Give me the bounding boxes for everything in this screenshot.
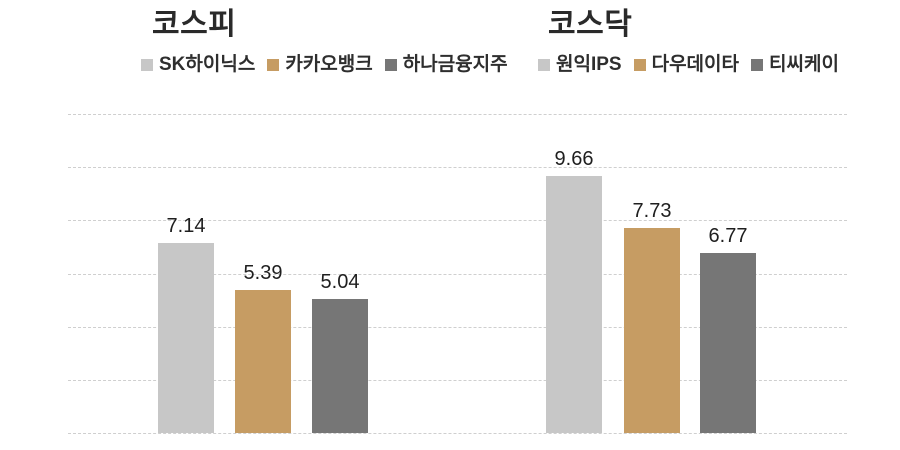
bar-value-label: 5.04: [320, 271, 360, 294]
legend-label: 티씨케이: [769, 54, 839, 75]
legend-item-카카오뱅크: 카카오뱅크: [267, 53, 373, 77]
bar-티씨케이: [700, 253, 756, 433]
legend-label: SK하이닉스: [159, 54, 256, 75]
bar-value-label: 9.66: [554, 148, 594, 171]
legend-item-SK하이닉스: SK하이닉스: [141, 53, 255, 77]
legend-swatch-icon: [267, 59, 280, 71]
kosdaq-title: 코스닥: [548, 8, 633, 41]
bar-SK하이닉스: [158, 243, 214, 433]
legend-swatch-icon: [384, 59, 397, 71]
legend-label: 원익IPS: [556, 54, 622, 75]
kosdaq-legend: 원익IPS 다우데이타 티씨케이: [538, 53, 839, 77]
legend-item-원익IPS: 원익IPS: [538, 53, 622, 77]
gridline: [68, 220, 847, 222]
bar-value-label: 7.73: [632, 199, 672, 222]
legend-item-하나금융지주: 하나금융지주: [384, 53, 508, 77]
legend-item-다우데이타: 다우데이타: [633, 53, 739, 77]
legend-swatch-icon: [751, 59, 763, 71]
legend-label: 하나금융지주: [402, 54, 508, 75]
gridline: [68, 326, 847, 328]
legend-swatch-icon: [141, 59, 153, 71]
legend-item-티씨케이: 티씨케이: [751, 53, 839, 77]
bar-다우데이타: [624, 227, 680, 433]
bar-value-label: 7.14: [166, 215, 206, 238]
gridline: [68, 114, 847, 115]
gridline: [68, 167, 847, 169]
bar-value-label: 6.77: [708, 225, 748, 248]
gridline: [68, 273, 847, 275]
legend-label: 카카오뱅크: [285, 54, 373, 75]
bar-value-label: 5.39: [243, 261, 283, 284]
bar-하나금융지주: [312, 299, 368, 433]
gridline: [68, 379, 847, 381]
kosdaq-header: 코스닥: [548, 8, 632, 42]
bar-카카오뱅크: [235, 289, 291, 433]
legend-label: 다우데이타: [651, 54, 739, 75]
legend-swatch-icon: [633, 59, 646, 71]
legend-swatch-icon: [538, 59, 550, 71]
kospi-header: 코스피: [152, 8, 236, 42]
gridline: [68, 433, 847, 434]
bar-원익IPS: [546, 176, 602, 433]
kospi-legend: SK하이닉스 카카오뱅크 하나금융지주: [141, 53, 508, 77]
kospi-title: 코스피: [152, 8, 237, 41]
plot-area: 7.14 5.39 5.04 9.66 7.73 6.77: [68, 114, 847, 434]
